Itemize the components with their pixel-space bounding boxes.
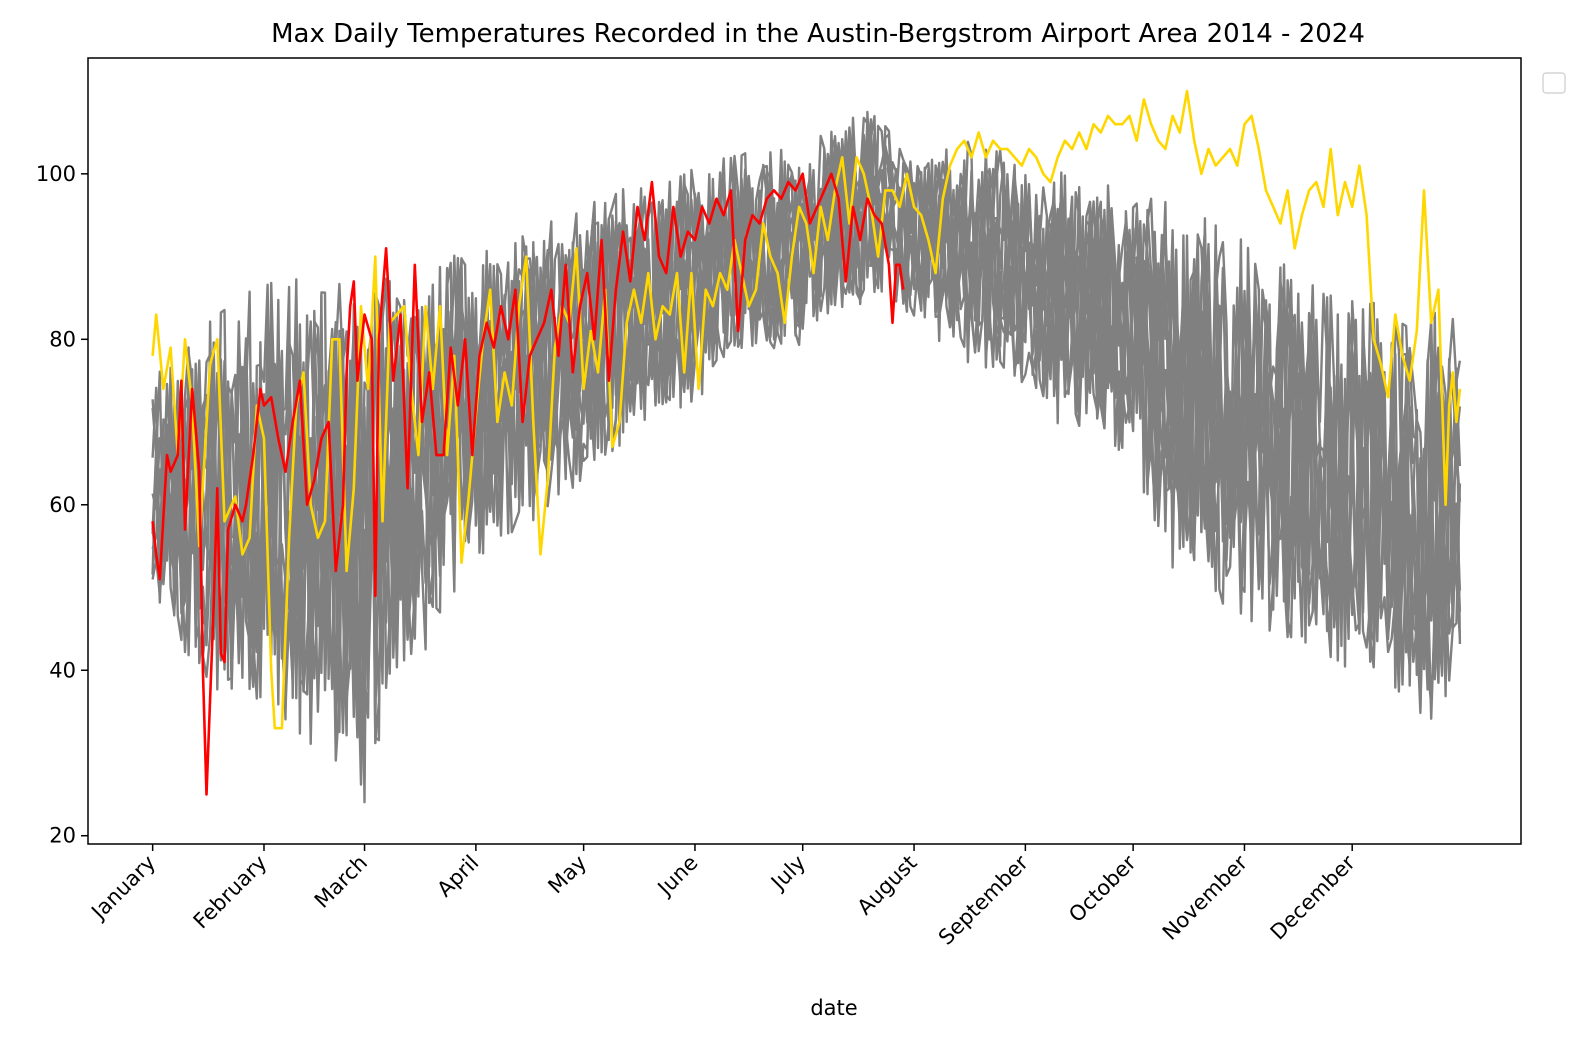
x-tick-label: March [310,851,372,913]
y-tick-label: 80 [49,327,76,351]
x-tick-label: October [1064,850,1141,927]
history-year-line [151,131,1462,735]
y-axis: 20 40 60 80 100 [36,162,88,848]
chart-title: Max Daily Temperatures Recorded in the A… [271,19,1365,49]
y-tick-label: 20 [49,824,76,848]
x-tick-label: December [1266,850,1360,944]
x-tick-label: June [652,851,703,902]
y-tick-label: 100 [36,162,76,186]
x-tick-label: January [85,851,160,926]
current-year-line [151,172,905,796]
x-tick-label: April [433,851,484,902]
x-tick-label: February [189,851,272,934]
x-axis: January February March April May June July Augu… [85,844,1360,950]
x-tick-label: August [853,851,922,920]
plot-frame [87,57,1522,845]
x-tick-label: September [934,850,1033,949]
x-tick-label: July [765,851,810,896]
series-layer [151,89,1462,804]
x-tick-label: November [1158,850,1252,944]
legend-box [1542,72,1566,94]
x-tick-label: May [543,851,591,899]
x-axis-label: date [810,996,857,1020]
y-tick-label: 60 [49,493,76,517]
y-tick-label: 40 [49,658,76,682]
prior-year-line [151,89,1462,730]
